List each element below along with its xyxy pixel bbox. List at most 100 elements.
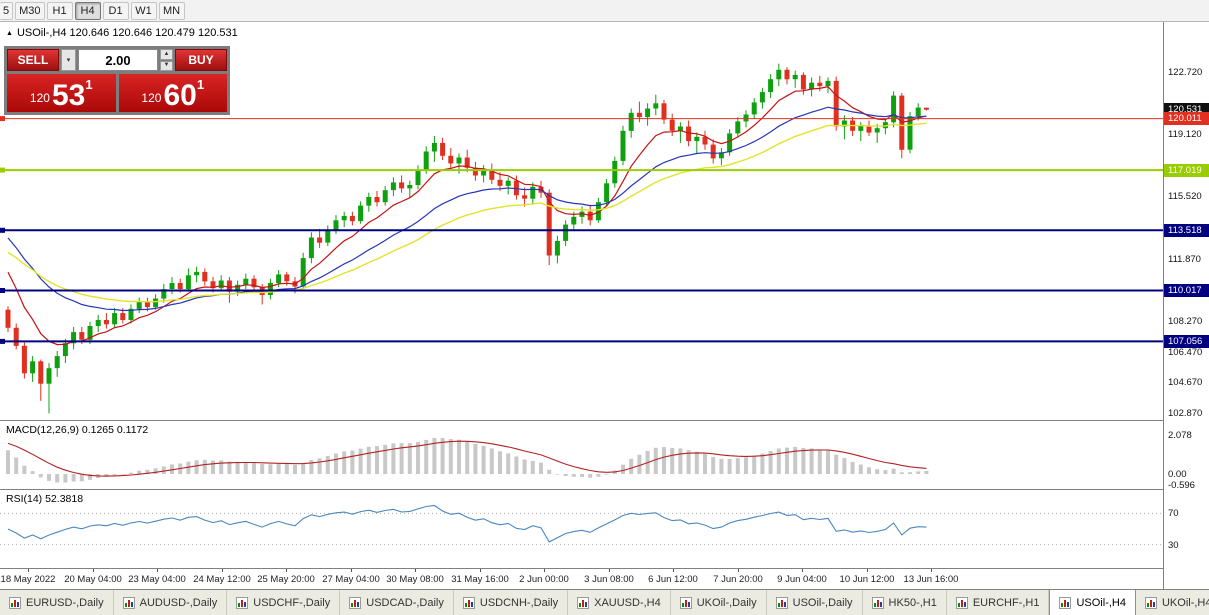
- rsi-line: [7, 504, 927, 543]
- bid-prefix: 120: [29, 91, 50, 105]
- chart-icon: [1059, 596, 1072, 609]
- tab-label: USDCNH-,Daily: [479, 596, 559, 609]
- sell-price-display[interactable]: 120 53 1: [7, 74, 116, 112]
- timeframe-button-h4[interactable]: H4: [74, 1, 101, 20]
- tab-label: EURUSD-,Daily: [26, 596, 104, 609]
- timeframe-button-w1[interactable]: W1: [130, 1, 157, 20]
- price-axis-tick: 115.520: [1168, 191, 1202, 202]
- chart-icon: [462, 596, 475, 609]
- instrument-title-text: USOil-,H4 120.646 120.646 120.479 120.53…: [16, 27, 238, 39]
- price-tag: 113.518: [1164, 224, 1209, 237]
- time-label: 7 Jun 20:00: [713, 574, 763, 585]
- time-axis[interactable]: 18 May 2022 20 May 04:00 23 May 04:00 24 Ma…: [0, 569, 1163, 589]
- price-chart-canvas[interactable]: [0, 22, 1163, 420]
- buy-price-display[interactable]: 120 60 1: [118, 74, 227, 112]
- hline-edge-marker: [0, 227, 5, 233]
- instrument-title: ▲ USOil-,H4 120.646 120.646 120.479 120.…: [6, 27, 238, 39]
- buy-button[interactable]: BUY: [175, 49, 227, 71]
- tab-hk50-h1[interactable]: HK50-,H1: [863, 590, 947, 615]
- sell-button[interactable]: SELL: [7, 49, 59, 71]
- panel-separator[interactable]: [0, 489, 1163, 490]
- panel-separator[interactable]: [0, 568, 1163, 569]
- time-label: 31 May 16:00: [451, 574, 509, 585]
- price-axis-tick: 122.720: [1168, 67, 1203, 78]
- rsi-panel-canvas[interactable]: [0, 490, 1163, 568]
- lot-decrease-button[interactable]: ▼: [160, 60, 173, 71]
- hline-edge-marker: [0, 167, 5, 173]
- price-axis-tick: 119.120: [1168, 129, 1202, 140]
- panel-separator[interactable]: [0, 420, 1163, 421]
- timeframe-toolbar: 5 M30 H1 H4 D1 W1 MN: [0, 0, 1209, 22]
- time-label: 23 May 04:00: [128, 574, 186, 585]
- macd-axis-value: -0.596: [1168, 480, 1195, 491]
- macd-label: MACD(12,26,9) 0.1265 0.1172: [6, 424, 149, 436]
- time-label: 9 Jun 04:00: [777, 574, 827, 585]
- time-label: 20 May 04:00: [64, 574, 122, 585]
- timeframe-button-mn[interactable]: MN: [158, 1, 185, 20]
- lot-dropdown-button[interactable]: ▾: [61, 49, 76, 71]
- tab-eurusd-daily[interactable]: EURUSD-,Daily: [0, 590, 114, 615]
- timeframe-button-h1[interactable]: H1: [46, 1, 73, 20]
- ma-mid: [7, 106, 927, 312]
- time-tick: [738, 569, 739, 572]
- price-axis[interactable]: 122.720 119.120 115.520 111.870 108.270 106.4…: [1163, 22, 1209, 589]
- ask-big: 60: [163, 79, 197, 112]
- time-label: 27 May 04:00: [322, 574, 380, 585]
- time-tick: [351, 569, 352, 572]
- price-axis-tick: 108.270: [1168, 316, 1203, 327]
- price-tag: 117.019: [1164, 164, 1209, 177]
- tab-ukoil-daily[interactable]: UKOil-,Daily: [671, 590, 767, 615]
- chart-icon: [577, 596, 590, 609]
- price-axis-tick: 106.470: [1168, 347, 1203, 358]
- hline-edge-marker: [0, 116, 5, 122]
- timeframe-button-d1[interactable]: D1: [102, 1, 129, 20]
- chart-icon: [955, 596, 968, 609]
- tab-usoil-daily[interactable]: USOil-,Daily: [767, 590, 863, 615]
- hline-edge-marker: [0, 288, 5, 293]
- ma-fast: [7, 86, 927, 346]
- tab-usdcad-daily[interactable]: USDCAD-,Daily: [340, 590, 454, 615]
- tab-usdcnh-daily[interactable]: USDCNH-,Daily: [454, 590, 569, 615]
- time-label: 30 May 08:00: [386, 574, 444, 585]
- time-tick: [415, 569, 416, 572]
- tab-eurchf-h1[interactable]: EURCHF-,H1: [947, 590, 1050, 615]
- tab-label: AUDUSD-,Daily: [139, 596, 218, 609]
- time-label: 24 May 12:00: [193, 574, 251, 585]
- tab-label: UKOil-,Daily: [696, 596, 757, 609]
- lot-increase-button[interactable]: ▲: [160, 49, 173, 60]
- tab-label: EURCHF-,H1: [972, 596, 1040, 609]
- time-label: 13 Jun 16:00: [903, 574, 959, 585]
- tab-audusd-daily[interactable]: AUDUSD-,Daily: [114, 590, 228, 615]
- rsi-axis-value: 30: [1168, 540, 1179, 551]
- tab-xauusd-h4[interactable]: XAUUSD-,H4: [568, 590, 671, 615]
- tab-ukoil-h4[interactable]: UKOil-,H4: [1136, 590, 1209, 615]
- tab-usoil-h4[interactable]: USOil-,H4: [1049, 590, 1136, 615]
- timeframe-button-5[interactable]: 5: [0, 1, 14, 20]
- macd-panel-canvas[interactable]: [0, 421, 1163, 489]
- tab-label: USDCAD-,Daily: [366, 596, 444, 609]
- chart-icon: [871, 596, 884, 609]
- time-tick: [931, 569, 932, 572]
- tab-label: USDCHF-,Daily: [253, 596, 331, 609]
- chart-icon: [679, 596, 692, 609]
- chart-icon: [775, 596, 788, 609]
- tab-label: UKOil-,H4: [1161, 596, 1209, 609]
- tab-label: USOil-,Daily: [792, 596, 853, 609]
- lot-size-input[interactable]: [78, 49, 158, 71]
- tab-usdchf-daily[interactable]: USDCHF-,Daily: [227, 590, 341, 615]
- chart-icon: [236, 596, 249, 609]
- tab-label: XAUUSD-,H4: [594, 596, 661, 609]
- time-label: 2 Jun 00:00: [519, 574, 569, 585]
- bid-big: 53: [51, 79, 86, 112]
- timeframe-button-m30[interactable]: M30: [15, 1, 45, 20]
- time-tick: [544, 569, 545, 572]
- time-label: 18 May 2022: [0, 574, 56, 585]
- bid-sup: 1: [85, 77, 93, 92]
- chart-plot-area[interactable]: ▲ USOil-,H4 120.646 120.646 120.479 120.…: [0, 22, 1163, 589]
- chart-icon: [349, 596, 362, 609]
- rsi-axis-value: 70: [1168, 508, 1179, 519]
- time-tick: [286, 569, 287, 572]
- time-label: 25 May 20:00: [257, 574, 315, 585]
